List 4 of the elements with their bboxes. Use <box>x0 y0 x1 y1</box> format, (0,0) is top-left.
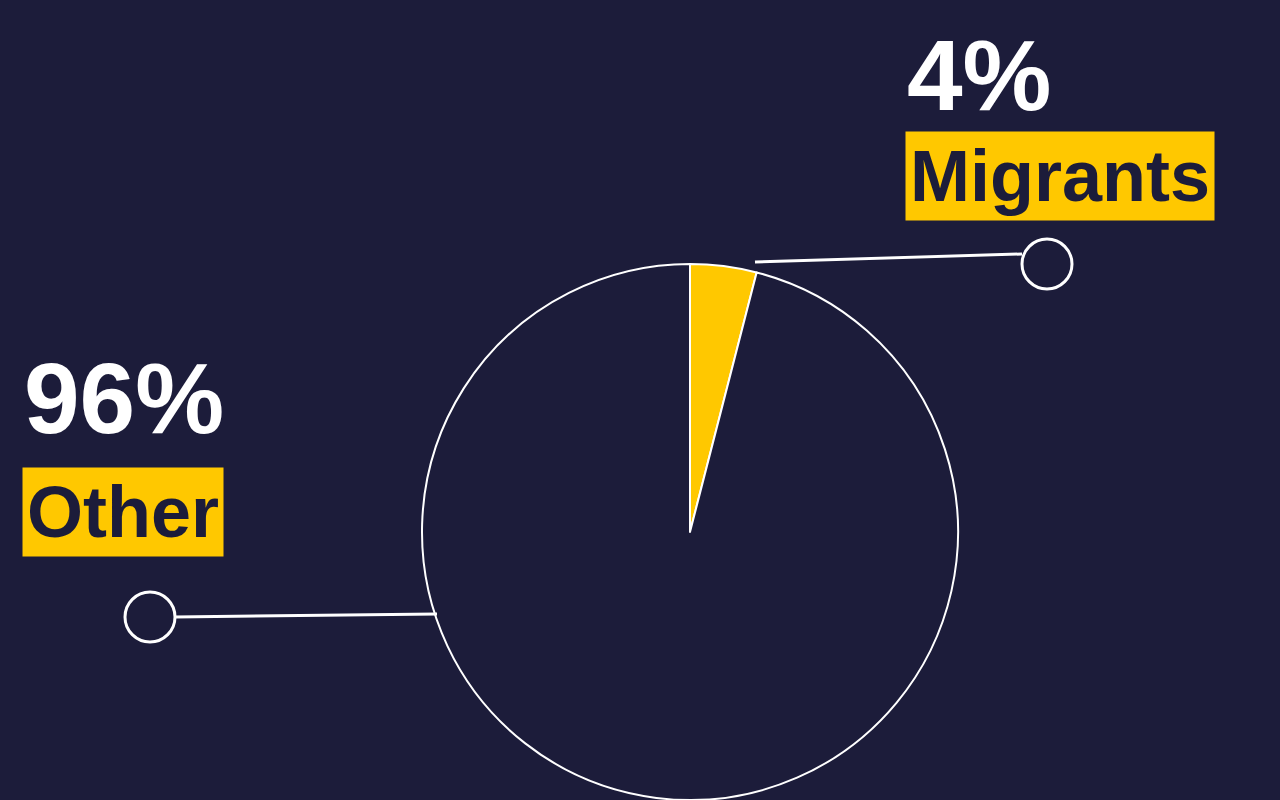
slice-label: Other <box>27 472 220 552</box>
data-label: 4% <box>907 19 1052 131</box>
slice-label: Migrants <box>910 136 1211 216</box>
data-label: 96% <box>24 342 225 454</box>
